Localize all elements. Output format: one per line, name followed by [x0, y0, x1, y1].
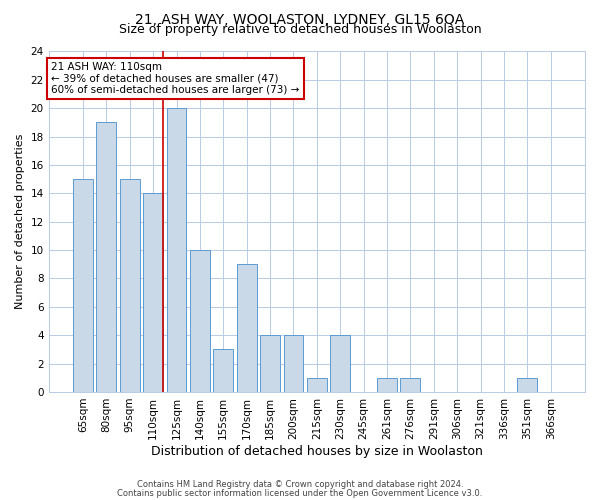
Bar — [400, 378, 421, 392]
Bar — [237, 264, 257, 392]
Text: Size of property relative to detached houses in Woolaston: Size of property relative to detached ho… — [119, 22, 481, 36]
Bar — [284, 335, 304, 392]
Text: 21 ASH WAY: 110sqm
← 39% of detached houses are smaller (47)
60% of semi-detache: 21 ASH WAY: 110sqm ← 39% of detached hou… — [52, 62, 300, 95]
Bar — [377, 378, 397, 392]
Bar — [307, 378, 327, 392]
Bar — [167, 108, 187, 392]
Bar — [120, 179, 140, 392]
Bar — [73, 179, 93, 392]
Text: Contains HM Land Registry data © Crown copyright and database right 2024.: Contains HM Land Registry data © Crown c… — [137, 480, 463, 489]
Bar — [260, 335, 280, 392]
Y-axis label: Number of detached properties: Number of detached properties — [15, 134, 25, 310]
Text: Contains public sector information licensed under the Open Government Licence v3: Contains public sector information licen… — [118, 488, 482, 498]
Bar — [190, 250, 210, 392]
Text: 21, ASH WAY, WOOLASTON, LYDNEY, GL15 6QA: 21, ASH WAY, WOOLASTON, LYDNEY, GL15 6QA — [136, 12, 464, 26]
Bar — [517, 378, 537, 392]
X-axis label: Distribution of detached houses by size in Woolaston: Distribution of detached houses by size … — [151, 444, 483, 458]
Bar — [143, 194, 163, 392]
Bar — [330, 335, 350, 392]
Bar — [214, 350, 233, 392]
Bar — [97, 122, 116, 392]
